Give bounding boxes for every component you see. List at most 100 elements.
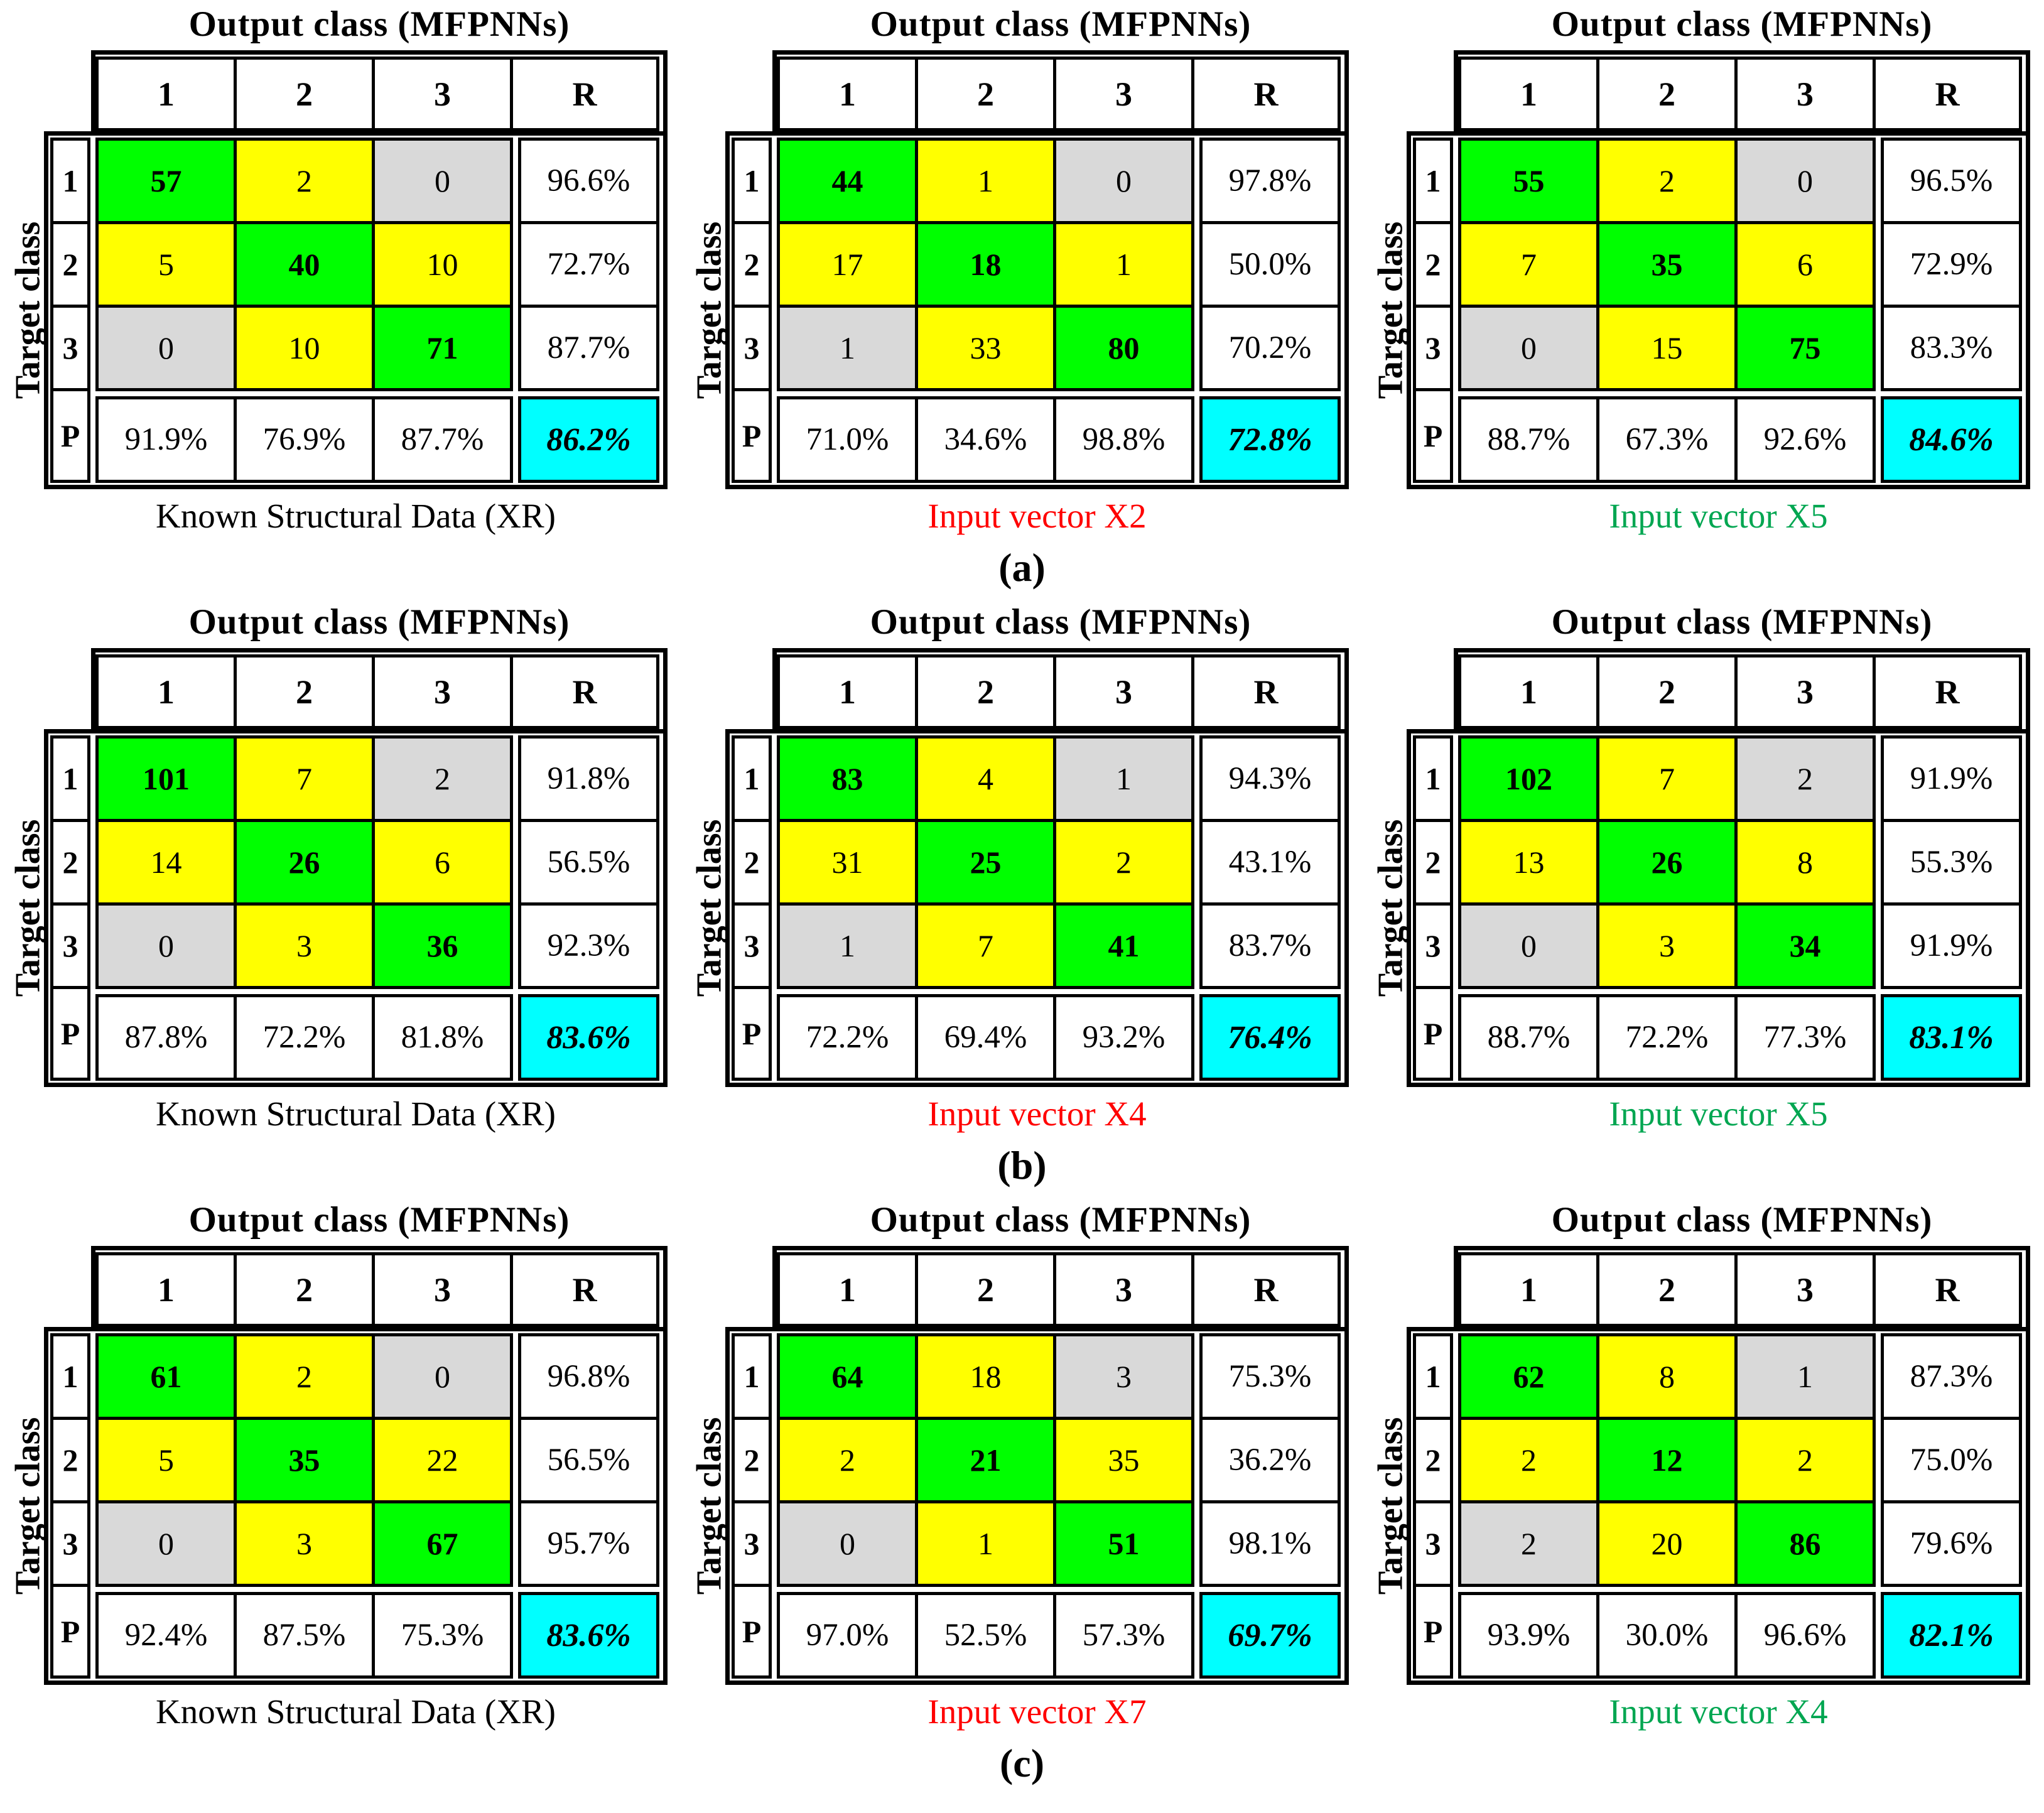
row-header-cell: 3 xyxy=(1416,1503,1450,1584)
col-header-cell: 3 xyxy=(1056,658,1191,726)
matrix-value-cell: 0 xyxy=(1056,141,1191,221)
matrix-value-cell: 25 xyxy=(918,822,1053,902)
overall-accuracy-cell: 86.2% xyxy=(521,399,656,480)
row-header-cell: 2 xyxy=(735,822,769,902)
matrix-caption: Known Structural Data (XR) xyxy=(156,1095,556,1133)
matrix-caption: Input vector X5 xyxy=(1609,497,1828,535)
row-header-cell: 1 xyxy=(1416,1336,1450,1417)
output-class-title: Output class (MFPNNs) xyxy=(870,1200,1252,1240)
overall-box: 82.1% xyxy=(1881,1592,2022,1679)
target-class-label: Target class xyxy=(1371,221,1410,399)
matrix-value-cell: 2 xyxy=(237,141,372,221)
recall-cell: 72.7% xyxy=(521,224,656,305)
recall-column: 96.5% 72.9% 83.3% xyxy=(1881,138,2022,391)
col-header-cell: 2 xyxy=(1599,658,1734,726)
matrix-value-cell: 2 xyxy=(1461,1503,1596,1584)
col-header-cell: R xyxy=(1194,1255,1338,1324)
matrix-value-cell: 64 xyxy=(780,1336,915,1417)
col-header-cell: R xyxy=(513,1255,656,1324)
matrix-value-cell: 0 xyxy=(1461,906,1596,986)
precision-cell: 96.6% xyxy=(1738,1595,1873,1675)
precision-cell: 88.7% xyxy=(1461,399,1596,480)
col-header-cell: R xyxy=(513,658,656,726)
precision-row: 92.4% 87.5% 75.3% xyxy=(95,1592,513,1679)
matrix-caption: Input vector X4 xyxy=(927,1095,1147,1133)
group-label: (a) xyxy=(998,545,1046,590)
precision-cell: 87.8% xyxy=(99,997,234,1078)
matrix-value-cell: 75 xyxy=(1738,308,1873,388)
precision-cell: 67.3% xyxy=(1599,399,1734,480)
row-header-cell: 3 xyxy=(1416,308,1450,388)
precision-cell: 87.7% xyxy=(375,399,510,480)
matrix-value-cell: 14 xyxy=(99,822,234,902)
row-header-cell: 1 xyxy=(735,141,769,221)
recall-cell: 70.2% xyxy=(1203,308,1338,388)
precision-row: 93.9% 30.0% 96.6% xyxy=(1458,1592,1876,1679)
recall-cell: 97.8% xyxy=(1203,141,1338,221)
output-class-title: Output class (MFPNNs) xyxy=(188,1200,570,1240)
recall-column: 87.3% 75.0% 79.6% xyxy=(1881,1333,2022,1587)
matrix-value-cell: 20 xyxy=(1599,1503,1734,1584)
col-header-cell: 2 xyxy=(237,1255,372,1324)
col-header-cell: 1 xyxy=(99,1255,234,1324)
row-header-cell: P xyxy=(735,1587,769,1675)
matrix-value-cell: 18 xyxy=(918,1336,1053,1417)
overall-accuracy-cell: 69.7% xyxy=(1203,1595,1338,1675)
matrix-value-cell: 7 xyxy=(237,739,372,819)
col-header-cell: 3 xyxy=(1738,658,1873,726)
row-header-cell: P xyxy=(53,391,87,480)
matrix-row: Output class (MFPNNs) Target class 1 2 3 R 1 2 3… xyxy=(0,1196,2044,1736)
matrix-value-cell: 101 xyxy=(99,739,234,819)
output-class-title: Output class (MFPNNs) xyxy=(1551,4,1933,44)
precision-cell: 57.3% xyxy=(1056,1595,1191,1675)
matrix-block: 44 1 0 17 18 1 1 33 80 xyxy=(777,138,1194,391)
col-header-cell: 3 xyxy=(1056,60,1191,128)
overall-accuracy-cell: 84.6% xyxy=(1884,399,2019,480)
row-header-cell: 2 xyxy=(735,1420,769,1500)
col-header-cell: 1 xyxy=(99,60,234,128)
matrix-block: 101 7 2 14 26 6 0 3 36 xyxy=(95,735,513,989)
matrix-value-cell: 0 xyxy=(99,1503,234,1584)
overall-accuracy-cell: 76.4% xyxy=(1203,997,1338,1078)
target-class-label: Target class xyxy=(689,221,729,399)
target-class-label: Target class xyxy=(1371,1417,1410,1595)
matrix-value-cell: 3 xyxy=(1056,1336,1191,1417)
matrix-value-cell: 10 xyxy=(237,308,372,388)
matrix-value-cell: 8 xyxy=(1599,1336,1734,1417)
row-header-cell: 3 xyxy=(735,1503,769,1584)
matrix-value-cell: 3 xyxy=(237,906,372,986)
recall-cell: 72.9% xyxy=(1884,224,2019,305)
precision-cell: 93.2% xyxy=(1056,997,1191,1078)
matrix-value-cell: 2 xyxy=(780,1420,915,1500)
precision-cell: 97.0% xyxy=(780,1595,915,1675)
matrix-value-cell: 12 xyxy=(1599,1420,1734,1500)
matrix-value-cell: 41 xyxy=(1056,906,1191,986)
matrix-caption: Input vector X7 xyxy=(927,1692,1147,1731)
overall-accuracy-cell: 83.1% xyxy=(1884,997,2019,1078)
overall-box: 72.8% xyxy=(1199,396,1341,483)
matrix-value-cell: 5 xyxy=(99,224,234,305)
matrix-value-cell: 2 xyxy=(1599,141,1734,221)
col-header-cell: 2 xyxy=(1599,1255,1734,1324)
matrix-value-cell: 18 xyxy=(918,224,1053,305)
precision-cell: 30.0% xyxy=(1599,1595,1734,1675)
overall-box: 83.6% xyxy=(518,1592,659,1679)
recall-column: 75.3% 36.2% 98.1% xyxy=(1199,1333,1341,1587)
precision-cell: 88.7% xyxy=(1461,997,1596,1078)
col-header-cell: 1 xyxy=(780,1255,915,1324)
col-header-cell: 1 xyxy=(780,658,915,726)
precision-cell: 92.6% xyxy=(1738,399,1873,480)
matrix-value-cell: 1 xyxy=(780,308,915,388)
matrix-block: 55 2 0 7 35 6 0 15 75 xyxy=(1458,138,1876,391)
row-header-cell: 3 xyxy=(1416,906,1450,986)
confusion-matrix: Output class (MFPNNs) Target class 1 2 3 R 1 2 3… xyxy=(8,603,669,1138)
col-header-cell: 3 xyxy=(1056,1255,1191,1324)
